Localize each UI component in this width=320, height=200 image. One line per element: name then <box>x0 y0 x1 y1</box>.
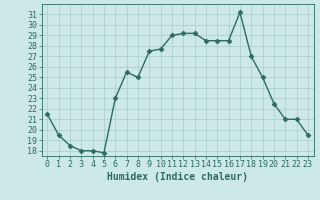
X-axis label: Humidex (Indice chaleur): Humidex (Indice chaleur) <box>107 172 248 182</box>
